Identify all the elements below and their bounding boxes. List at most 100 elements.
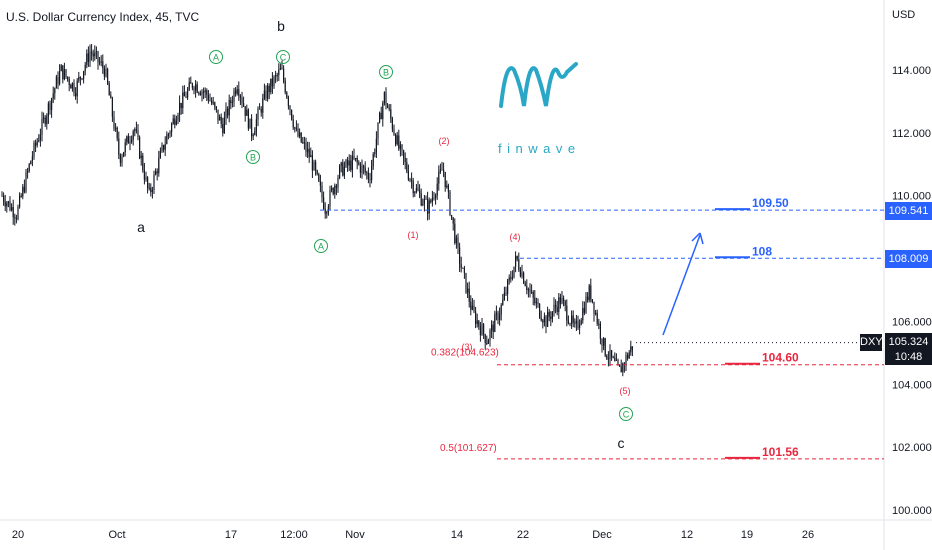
candle-body <box>543 316 545 323</box>
candle-body <box>571 315 573 325</box>
candle-body <box>238 89 240 96</box>
candle-body <box>143 170 145 180</box>
candle-body <box>388 107 390 110</box>
candle-body <box>23 186 25 192</box>
candle-body <box>310 155 312 158</box>
candle-body <box>563 298 565 302</box>
candle-body <box>433 197 435 199</box>
candle-body <box>359 164 361 173</box>
candle-body <box>241 97 243 104</box>
candle-body <box>508 277 510 281</box>
candle-body <box>236 89 238 94</box>
candle-body <box>486 342 488 344</box>
candle-body <box>302 142 304 144</box>
red-wave-label: (1) <box>408 230 419 240</box>
candle-body <box>540 317 542 321</box>
candle-body <box>323 197 325 209</box>
candle-body <box>431 197 433 202</box>
candle-body <box>9 201 11 211</box>
candle-body <box>243 103 245 107</box>
red-wave-label: (4) <box>510 232 521 242</box>
candle-body <box>227 108 229 116</box>
candle-body <box>347 160 349 166</box>
candle-body <box>343 166 345 176</box>
candle-body <box>118 138 120 155</box>
candle-body <box>487 340 489 344</box>
candle-body <box>100 61 102 63</box>
candle-body <box>163 145 165 150</box>
candle-body <box>31 156 33 162</box>
arrow-head <box>691 232 704 245</box>
candle-body <box>308 148 310 158</box>
candle-body <box>495 312 497 315</box>
circled-wave-text: A <box>318 242 324 252</box>
candle-body <box>204 90 206 93</box>
candle-body <box>62 65 64 80</box>
candle-body <box>220 116 222 124</box>
candle-body <box>438 172 440 184</box>
circled-wave-label <box>314 239 328 253</box>
candle-body <box>422 203 424 206</box>
candle-body <box>185 96 187 98</box>
candle-body <box>374 152 376 155</box>
candle-body <box>203 91 205 93</box>
candle-body <box>380 112 382 120</box>
candle-body <box>230 100 232 103</box>
candle-body <box>279 68 281 70</box>
circled-wave-text: A <box>213 53 219 63</box>
candle-body <box>379 112 381 123</box>
candle-body <box>452 217 454 224</box>
candle-body <box>491 324 493 331</box>
candle-body <box>47 103 49 117</box>
candle-body <box>494 314 496 332</box>
candle-body <box>369 179 371 181</box>
candle-body <box>67 76 69 79</box>
candle-body <box>260 108 262 113</box>
circled-wave-text: B <box>250 153 256 163</box>
candle-body <box>193 87 195 91</box>
candle-body <box>531 291 533 293</box>
candle-body <box>179 102 181 116</box>
candle-body <box>500 304 502 315</box>
candle-body <box>155 171 157 175</box>
candle-body <box>265 90 267 99</box>
candle-body <box>534 297 536 304</box>
candle-body <box>41 118 43 135</box>
candle-body <box>89 51 91 62</box>
candle-body <box>515 256 517 267</box>
candle-body <box>51 98 53 111</box>
candle-body <box>215 106 217 110</box>
candle-body <box>55 76 57 89</box>
candle-body <box>123 152 125 157</box>
red-wave-label: (2) <box>439 136 450 146</box>
candle-body <box>542 320 544 323</box>
candle-body <box>459 247 461 265</box>
candle-body <box>300 132 302 143</box>
time-tick-label: Oct <box>108 529 125 541</box>
candle-body <box>510 277 512 279</box>
candle-body <box>235 90 237 94</box>
candle-body <box>435 195 437 198</box>
candle-body <box>363 165 365 168</box>
candle-body <box>615 359 617 361</box>
candle-body <box>275 75 277 77</box>
candle-body <box>183 92 185 97</box>
candle-body <box>417 188 419 191</box>
candle-body <box>113 116 115 129</box>
candle-body <box>182 92 184 109</box>
circled-wave-label <box>276 50 290 64</box>
candle-body <box>217 109 219 121</box>
candle-body <box>156 171 158 174</box>
candle-body <box>11 207 13 211</box>
candle-body <box>268 85 270 92</box>
candle-body <box>318 173 320 182</box>
candle-body <box>211 100 213 104</box>
candle-body <box>214 102 216 107</box>
candle-body <box>406 162 408 172</box>
candle-body <box>337 178 339 188</box>
candle-body <box>119 154 121 163</box>
candle-body <box>303 142 305 144</box>
time-tick-label: 12 <box>681 529 693 541</box>
candle-body <box>324 208 326 214</box>
